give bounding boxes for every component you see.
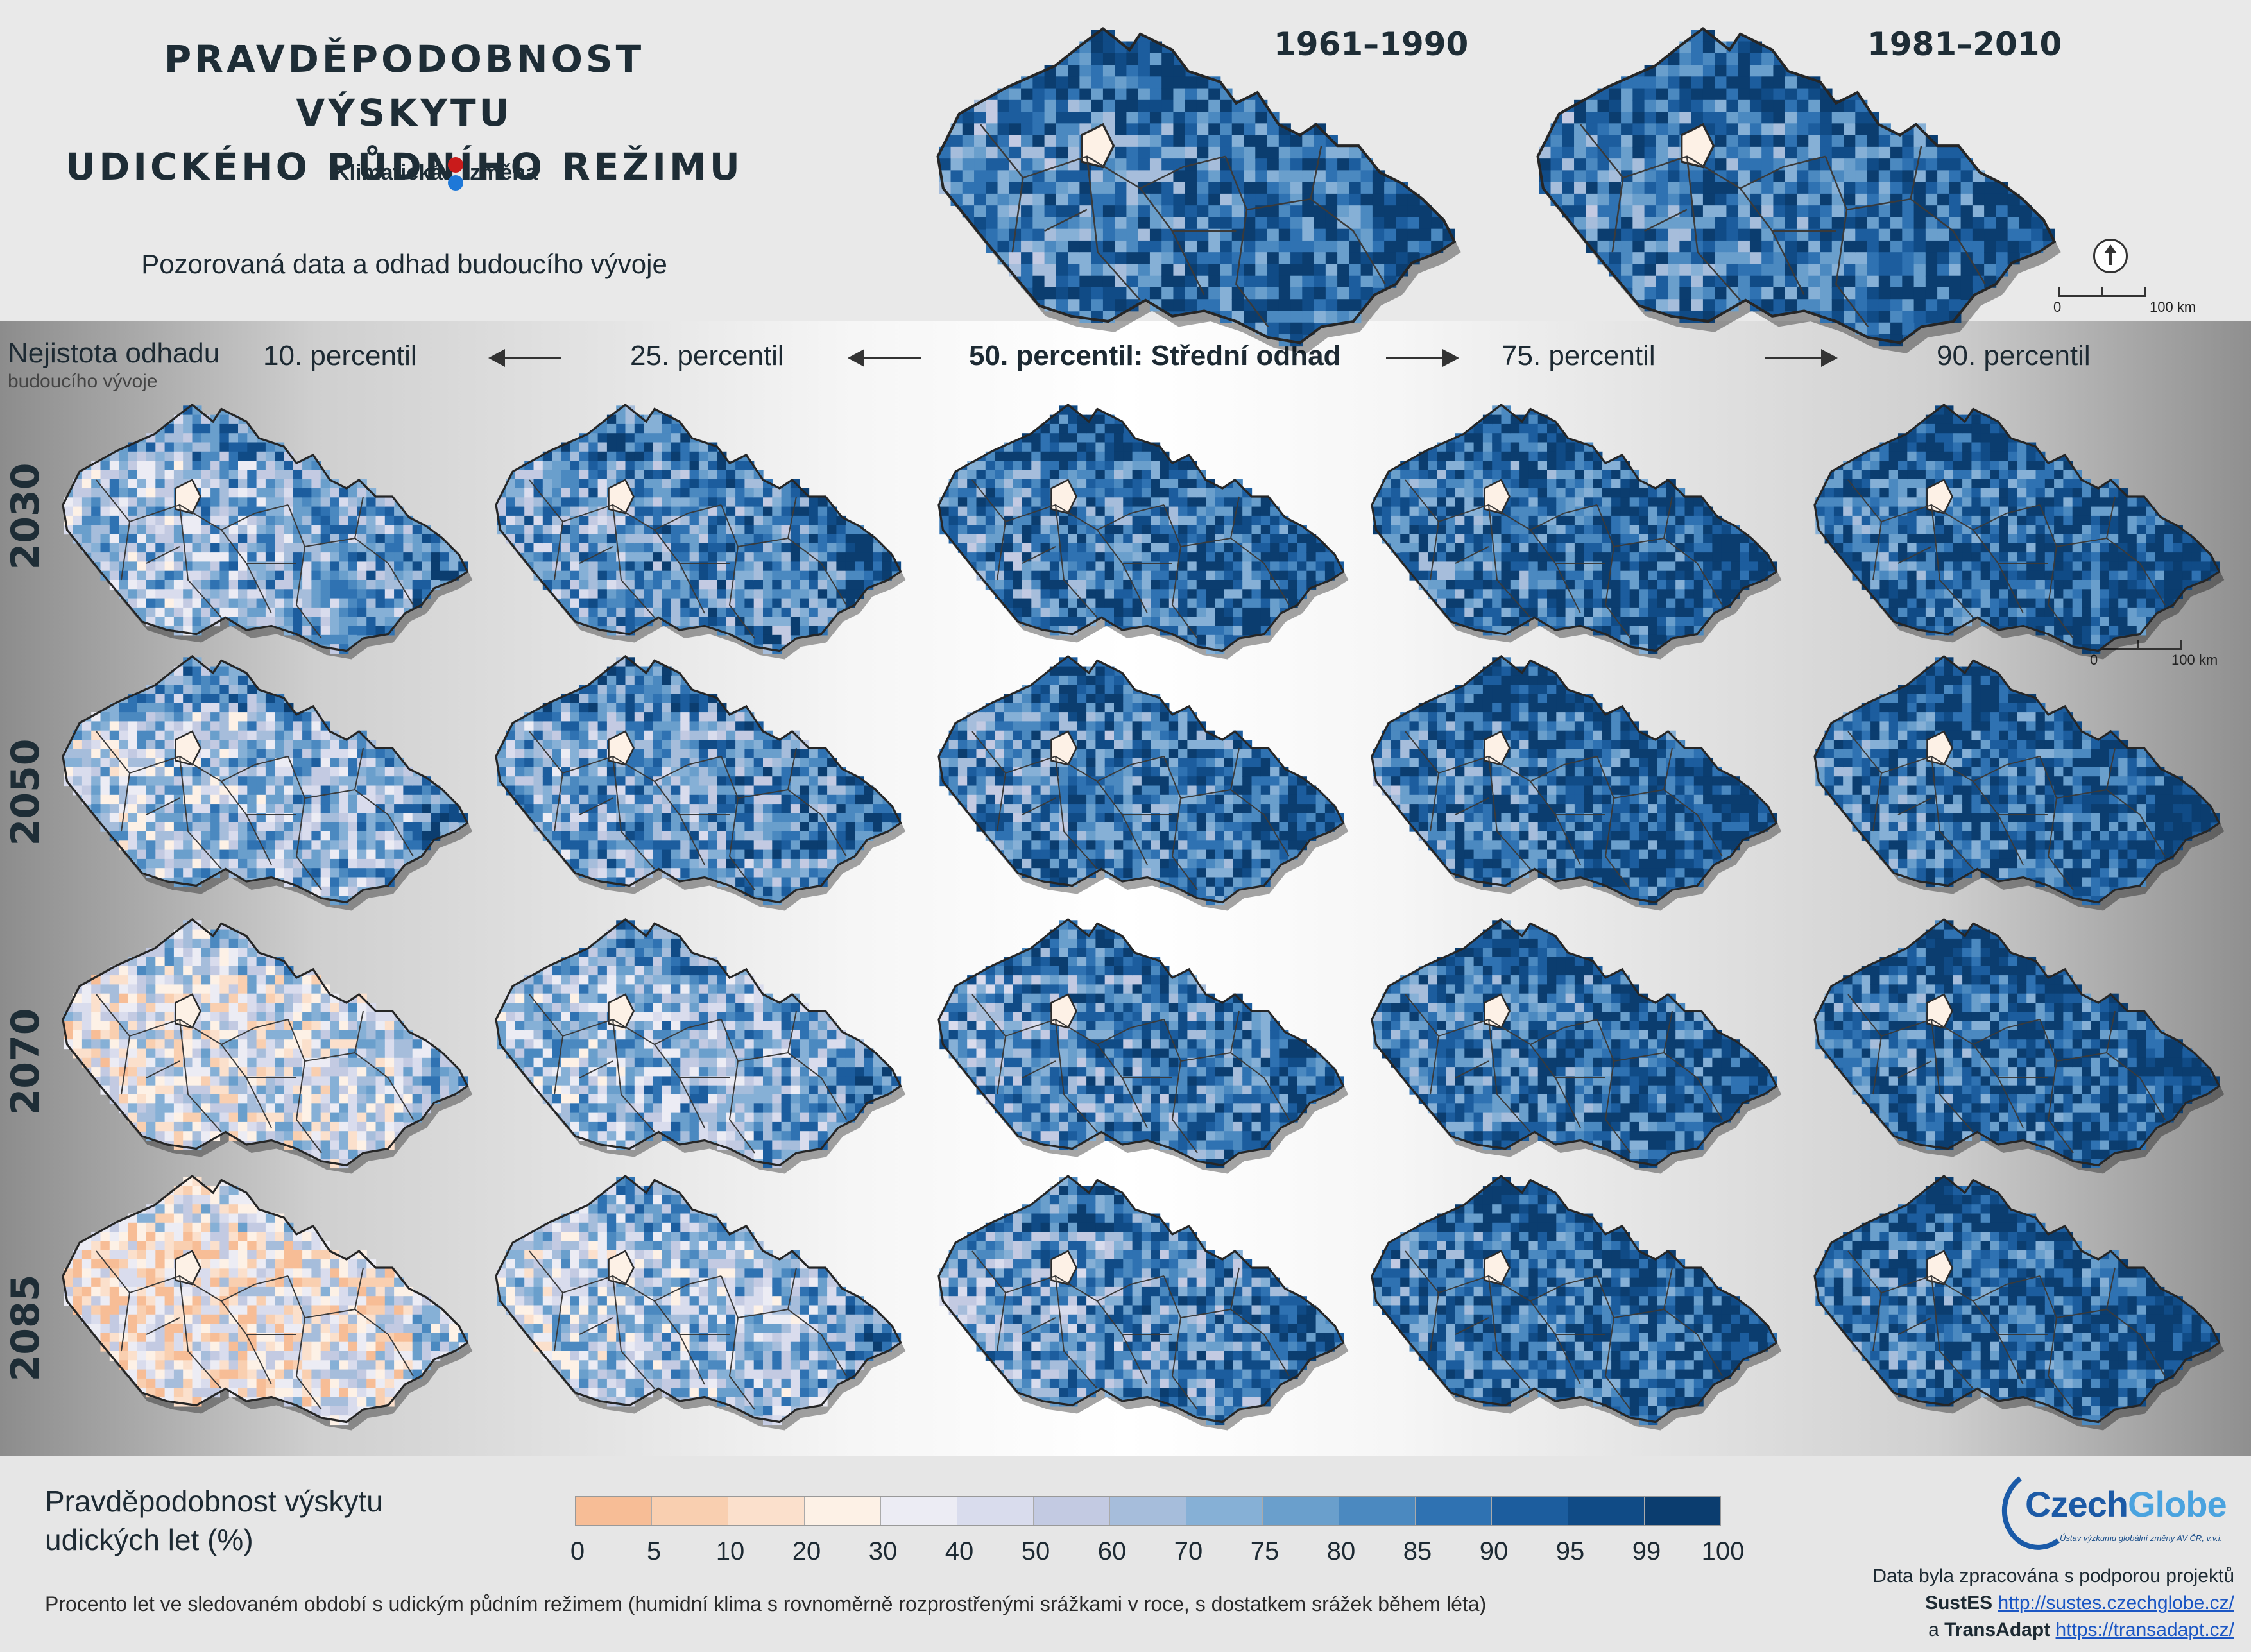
- legend-tick-label: 85: [1403, 1537, 1432, 1565]
- legend-tick-label: 50: [1021, 1537, 1050, 1565]
- arrow-left-icon: [488, 349, 561, 367]
- czechglobe-subtitle: Ústav výzkumu globální změny AV ČR, v.v.…: [2060, 1533, 2223, 1543]
- credits: Data byla zpracována s podporou projektů…: [1872, 1563, 2234, 1644]
- legend-swatch: [1110, 1497, 1186, 1525]
- subtitle: Pozorovaná data a odhad budoucího vývoje: [141, 249, 667, 279]
- legend-tick-label: 10: [715, 1537, 745, 1565]
- map-2030-col2: [495, 403, 906, 660]
- logo-text-right: změna: [470, 160, 538, 185]
- legend-tick-label: 100: [1701, 1537, 1745, 1565]
- legend-swatch: [1492, 1497, 1568, 1525]
- legend-tick-label: 99: [1632, 1537, 1661, 1565]
- legend-color-bar: [575, 1496, 1721, 1526]
- map-2070-col4: [1371, 917, 1782, 1174]
- legend-tick-label: 40: [945, 1537, 974, 1565]
- legend-swatch: [957, 1497, 1034, 1525]
- map-2085-col2: [495, 1174, 906, 1431]
- czechglobe-name: CzechGlobe: [2025, 1484, 2227, 1524]
- scale-label-zero: 0: [2053, 299, 2062, 315]
- klimaticka-zmena-logo: Klimatická změna: [334, 157, 538, 191]
- project-transadapt: TransAdapt: [1944, 1619, 2051, 1640]
- map-2030-col1: [62, 403, 473, 660]
- legend-tick-label: 60: [1097, 1537, 1127, 1565]
- legend-swatch: [1263, 1497, 1339, 1525]
- map-2085-col1: [62, 1174, 473, 1431]
- arrow-right-icon: [1765, 349, 1838, 367]
- arrow-right-icon: [1386, 349, 1459, 367]
- uncertainty-line2: budoucího vývoje: [8, 371, 158, 392]
- map-2030-col3: [937, 403, 1349, 660]
- row-label-2030: 2030: [3, 463, 48, 570]
- north-arrow-icon: [2093, 239, 2128, 273]
- legend-swatch: [1034, 1497, 1110, 1525]
- uncertainty-label: Nejistota odhadu budoucího vývoje: [8, 337, 219, 393]
- arrow-left-icon: [848, 349, 921, 367]
- map-2070-col2: [495, 917, 906, 1174]
- logo-dots-icon: [448, 157, 465, 191]
- legend-title: Pravděpodobnost výskytu udických let (%): [45, 1485, 383, 1556]
- map-2085-col4: [1371, 1174, 1782, 1431]
- map-2030-col5: [1813, 403, 2225, 660]
- uncertainty-line1: Nejistota odhadu: [8, 337, 220, 369]
- row-label-2085: 2085: [3, 1274, 48, 1382]
- legend-tick-label: 75: [1250, 1537, 1280, 1565]
- map-2050-col4: [1371, 654, 1782, 911]
- legend-tick-label: 80: [1326, 1537, 1356, 1565]
- map-2050-col3: [937, 654, 1349, 911]
- scale-label-zero: 0: [2090, 652, 2098, 668]
- legend-swatch: [805, 1497, 881, 1525]
- sustes-link[interactable]: http://sustes.czechglobe.cz/: [1998, 1592, 2234, 1614]
- legend-tick-label: 90: [1479, 1537, 1509, 1565]
- czechglobe-logo: CzechGlobe Ústav výzkumu globální změny …: [1995, 1463, 2233, 1556]
- legend-swatch: [652, 1497, 728, 1525]
- page-title: PRAVDĚPODOBNOST VÝSKYTU UDICKÉHO PŮDNÍHO…: [65, 37, 743, 189]
- scale-label-distance: 100 km: [2171, 652, 2218, 668]
- col-label-p75: 75. percentil: [1502, 340, 1656, 371]
- map-2050-col1: [62, 654, 473, 911]
- row-label-2070: 2070: [3, 1008, 48, 1116]
- legend-tick-label: 20: [792, 1537, 821, 1565]
- map-observed-1961-1990: [936, 26, 1461, 353]
- legend-swatch: [1186, 1497, 1263, 1525]
- map-2085-col5: [1813, 1174, 2225, 1431]
- legend-swatch: [1339, 1497, 1416, 1525]
- period-title-1961-1990: 1961–1990: [1274, 26, 1469, 63]
- col-label-p90: 90. percentil: [1937, 340, 2091, 371]
- legend-tick-label: 95: [1555, 1537, 1585, 1565]
- legend-swatch: [1416, 1497, 1492, 1525]
- col-label-p10: 10. percentil: [263, 340, 417, 371]
- map-observed-1981-2010: [1536, 26, 2061, 353]
- row-label-2050: 2050: [3, 738, 48, 846]
- logo-text-left: Klimatická: [334, 160, 443, 185]
- scale-label-distance: 100 km: [2150, 299, 2196, 315]
- map-2050-col5: [1813, 654, 2225, 911]
- col-label-p25: 25. percentil: [630, 340, 784, 371]
- legend-swatch: [881, 1497, 957, 1525]
- credits-line: Data byla zpracována s podporou projektů: [1872, 1565, 2234, 1587]
- legend-tick-label: 0: [570, 1537, 585, 1565]
- legend-swatch: [576, 1497, 652, 1525]
- map-2030-col4: [1371, 403, 1782, 660]
- legend-tick-label: 30: [868, 1537, 898, 1565]
- map-2050-col2: [495, 654, 906, 911]
- map-2070-col5: [1813, 917, 2225, 1174]
- legend-swatch: [1568, 1497, 1645, 1525]
- map-2070-col1: [62, 917, 473, 1174]
- transadapt-link[interactable]: https://transadapt.cz/: [2055, 1619, 2234, 1640]
- legend-swatch: [1645, 1497, 1720, 1525]
- map-2070-col3: [937, 917, 1349, 1174]
- project-sustes: SustES: [1925, 1592, 1993, 1614]
- legend-swatch: [728, 1497, 805, 1525]
- legend-tick-label: 5: [646, 1537, 662, 1565]
- legend-tick-label: 70: [1174, 1537, 1203, 1565]
- footnote: Procento let ve sledovaném období s udic…: [45, 1592, 1487, 1615]
- legend-footer: [0, 1456, 2251, 1652]
- map-2085-col3: [937, 1174, 1349, 1431]
- period-title-1981-2010: 1981–2010: [1867, 26, 2062, 63]
